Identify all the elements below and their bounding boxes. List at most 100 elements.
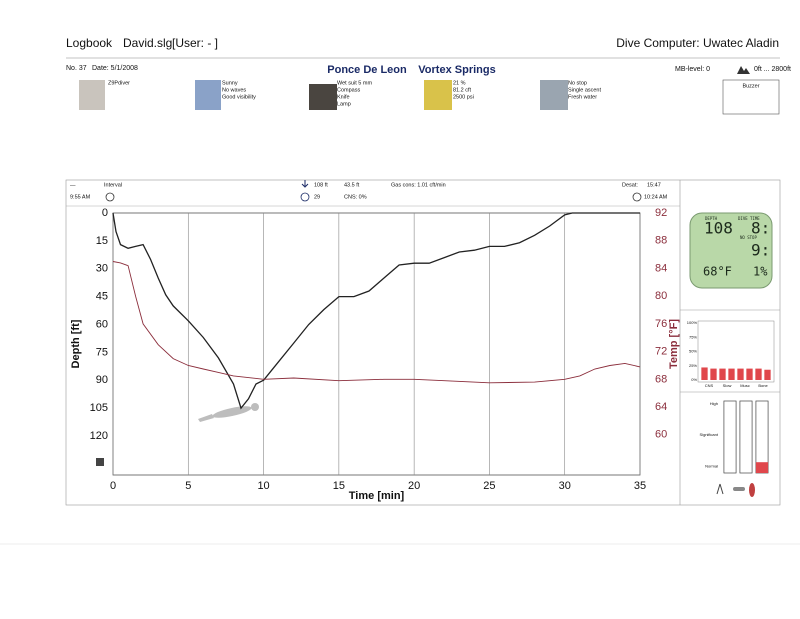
y2-tick-label: 92 [655,207,667,219]
user: [User: - ] [172,36,218,50]
y-tick-label: 105 [90,402,108,414]
y-tick-label: Significant [700,432,719,437]
bar [701,367,708,380]
x-tick-label: 10 [257,480,269,492]
bar [710,368,717,380]
plot-area [697,320,775,383]
lcd-nostop: 9: [751,241,770,260]
bar [746,368,753,380]
end-time: 10:24 AM [644,194,668,200]
tank-icon [424,80,452,110]
cns: CNS: 0% [344,194,367,200]
chart-frame [65,179,781,506]
y2-tick-label: 84 [655,262,667,274]
data-line [112,261,641,384]
x-tick-label: 25 [483,480,495,492]
diver-silhouette [198,403,259,422]
bar [755,368,762,380]
warning-box [722,79,780,115]
y2-tick-label: 76 [655,318,667,330]
lcd-time: 8: [751,219,770,238]
start-time: 9:55 AM [70,194,91,200]
duration: 29 [314,194,320,200]
weather-icon [195,80,221,110]
gas-consumption: Gas cons: 1.01 cft/min [391,182,446,188]
y-tick-label: 25% [689,363,697,368]
tool-icon [733,487,745,491]
dive-type-icon [540,80,568,110]
desat-label: Desat: [622,182,638,188]
logbook-label: Logbook [66,36,113,50]
icon-caption: Sunny [222,80,238,86]
clock-icon [632,192,642,202]
bar [764,369,771,380]
dive-date: Date: 5/1/2008 [92,65,138,72]
x-axis-title: Time [min] [349,490,405,502]
desat-time: 15:47 [647,182,661,188]
data-line [112,212,640,410]
y-tick-label: 60 [96,318,108,330]
y2-tick-label: 68 [655,373,667,385]
y-tick-label: 120 [90,430,108,442]
icon-caption: 21 % [453,80,466,86]
x-tick-label: Bone [758,383,768,388]
mb-level: MB-level: 0 [675,66,710,73]
y-tick-label: 30 [96,263,108,275]
y-tick-label: 0% [691,377,697,382]
y-tick-label: 100% [687,320,698,325]
y2-tick-label: 64 [655,401,667,413]
icons [79,80,568,110]
clock-icon [300,192,310,202]
info-dash: — [70,182,76,188]
y2-tick-label: 72 [655,346,667,358]
y-tick-label: 75% [689,334,697,339]
y-tick-label: 0 [102,207,108,219]
bar [728,368,735,380]
bar [737,368,744,380]
avg-depth: 43.5 ft [344,182,360,188]
descent-icon [301,180,309,188]
plot-area [112,212,641,476]
x-tick-label: 15 [333,480,345,492]
icon-caption: 2500 psi [453,94,474,100]
lcd-cns: 1% [753,265,768,279]
y-tick-label: 15 [96,235,108,247]
altitude: 0ft ... 2800ft [754,66,791,73]
icon-caption: No waves [222,87,246,93]
tool-icon [716,483,724,495]
dive-computer: Dive Computer: Uwatec Aladin [616,36,779,50]
icon-caption: 81.2 cft [453,87,472,93]
level-frame [723,400,737,474]
x-tick-label: Slow [723,383,732,388]
y2-tick-label: 80 [655,290,667,302]
file-name: David.slg [123,36,172,50]
dive-number: No. 37 [66,65,87,72]
y2-axis-title: Temp [°F] [668,319,680,369]
x-tick-label: 20 [408,480,420,492]
x-tick-label: CNS [705,383,714,388]
icon-caption: Compass [337,87,360,93]
clock-icon [105,192,115,202]
icon-caption: No stop [568,80,587,86]
lcd-depth: 108 [704,219,733,238]
divers-icon [79,80,105,110]
interval: Interval [104,182,122,188]
level-fill [755,462,769,473]
lcd-temp: 68°F [703,265,732,279]
lcd-time-label: DIVE TIME [738,216,760,221]
lcd-depth-label: DEPTH [705,216,718,221]
y-tick-label: High [710,401,718,406]
dive-site: Ponce De Leon [327,64,407,76]
y2-tick-label: 60 [655,429,667,441]
y-tick-label: 50% [689,349,697,354]
icon-caption: Z9Pdiver [108,80,130,86]
y-tick-label: Normal [705,464,718,469]
level-frame [739,400,753,474]
icon-caption: Fresh water [568,94,597,100]
x-tick-label: 0 [110,480,116,492]
warning: Buzzer [742,83,759,89]
icon-caption: Single ascent [568,87,601,93]
x-tick-label: Musc [740,383,750,388]
